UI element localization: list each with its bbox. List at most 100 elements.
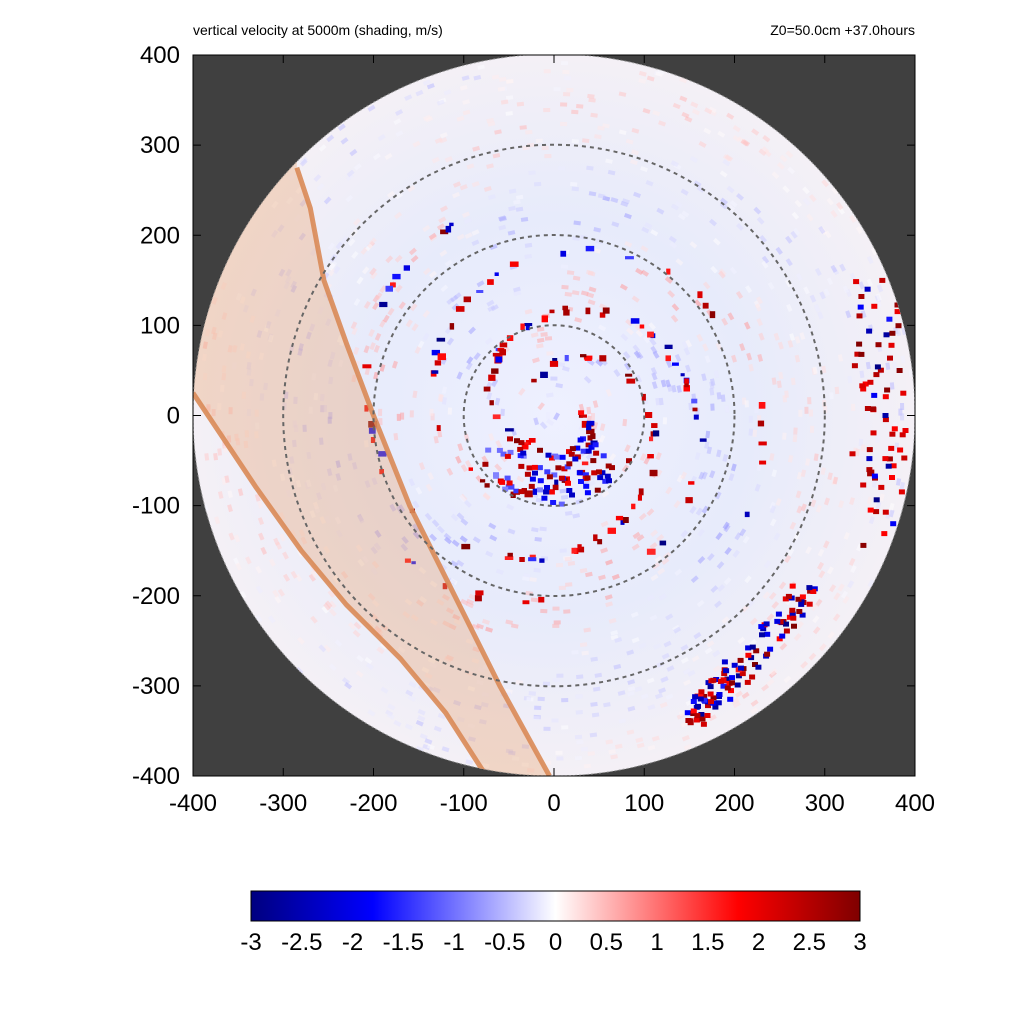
texture-cell (789, 333, 796, 341)
velocity-cell (877, 367, 884, 373)
texture-cell (875, 501, 882, 510)
texture-cell (544, 336, 553, 341)
texture-cell (274, 595, 282, 604)
texture-cell (393, 720, 402, 727)
texture-cell (299, 158, 308, 167)
texture-cell (467, 685, 476, 692)
texture-cell (246, 362, 252, 370)
texture-cell (658, 593, 667, 601)
velocity-cell (560, 250, 567, 257)
texture-cell (384, 152, 393, 161)
velocity-cell (558, 475, 565, 481)
velocity-cell (786, 614, 793, 620)
velocity-cell (586, 423, 592, 431)
velocity-cell (806, 585, 813, 591)
texture-cell (600, 547, 609, 554)
velocity-cell (739, 671, 746, 677)
texture-cell (808, 194, 817, 203)
texture-cell (693, 632, 702, 640)
velocity-cell (514, 438, 520, 444)
texture-cell (895, 328, 902, 337)
texture-cell (823, 497, 830, 506)
velocity-cell (881, 531, 888, 537)
velocity-cell (569, 492, 575, 498)
velocity-cell (646, 548, 656, 555)
texture-cell (651, 372, 658, 381)
texture-cell (830, 209, 838, 218)
texture-cell (649, 337, 657, 346)
texture-cell (391, 360, 398, 369)
texture-cell (408, 478, 416, 487)
texture-cell (813, 453, 819, 461)
texture-cell (371, 560, 380, 569)
texture-cell (519, 125, 527, 130)
texture-cell (766, 678, 775, 687)
velocity-cell (541, 315, 548, 323)
texture-cell (590, 656, 598, 662)
texture-cell (598, 324, 607, 332)
texture-cell (587, 270, 596, 277)
texture-cell (464, 460, 472, 469)
velocity-cell (599, 312, 606, 318)
velocity-cell (727, 696, 734, 702)
texture-cell (624, 444, 631, 453)
velocity-cell (494, 272, 499, 276)
texture-cell (257, 500, 264, 509)
texture-cell (498, 215, 507, 222)
texture-cell (812, 626, 821, 635)
texture-cell (650, 573, 659, 582)
texture-cell (573, 220, 581, 226)
texture-cell (623, 351, 631, 360)
texture-cell (429, 690, 438, 697)
velocity-cell (894, 302, 901, 308)
velocity-cell (708, 699, 714, 705)
texture-cell (567, 561, 576, 566)
texture-cell (681, 735, 690, 742)
velocity-cell (528, 438, 536, 443)
texture-cell (665, 486, 673, 495)
texture-cell (665, 693, 674, 700)
texture-cell (402, 610, 411, 619)
velocity-cell (638, 488, 644, 496)
texture-cell (647, 744, 656, 751)
texture-cell (371, 599, 380, 608)
texture-cell (389, 503, 397, 512)
texture-cell (685, 364, 692, 373)
texture-cell (476, 679, 484, 686)
x-tick-label: -300 (259, 790, 307, 817)
velocity-cell (500, 451, 507, 457)
velocity-cell (585, 448, 592, 454)
texture-cell (204, 328, 211, 337)
texture-cell (439, 137, 448, 144)
texture-cell (412, 500, 420, 509)
texture-cell (702, 281, 711, 290)
texture-cell (631, 295, 640, 303)
texture-cell (285, 489, 292, 498)
texture-cell (535, 343, 544, 349)
texture-cell (201, 353, 207, 362)
run-info: Z0=50.0cm +37.0hours (770, 22, 915, 38)
texture-cell (679, 95, 688, 102)
texture-cell (556, 756, 564, 761)
texture-cell (817, 561, 825, 570)
velocity-cell (584, 475, 591, 481)
texture-cell (739, 343, 746, 352)
texture-cell (670, 203, 679, 211)
velocity-cell (767, 646, 774, 652)
texture-cell (865, 361, 871, 370)
texture-cell (871, 480, 878, 488)
texture-cell (690, 101, 699, 108)
velocity-cell (851, 363, 858, 369)
texture-cell (795, 273, 803, 282)
texture-cell (457, 443, 464, 452)
texture-cell (508, 750, 516, 756)
texture-cell (562, 69, 570, 75)
velocity-cell (566, 488, 573, 493)
texture-cell (834, 386, 840, 395)
texture-cell (794, 335, 801, 344)
texture-cell (689, 156, 698, 163)
velocity-cell (647, 331, 654, 338)
texture-cell (668, 235, 677, 244)
texture-cell (340, 137, 349, 145)
texture-cell (646, 594, 655, 602)
